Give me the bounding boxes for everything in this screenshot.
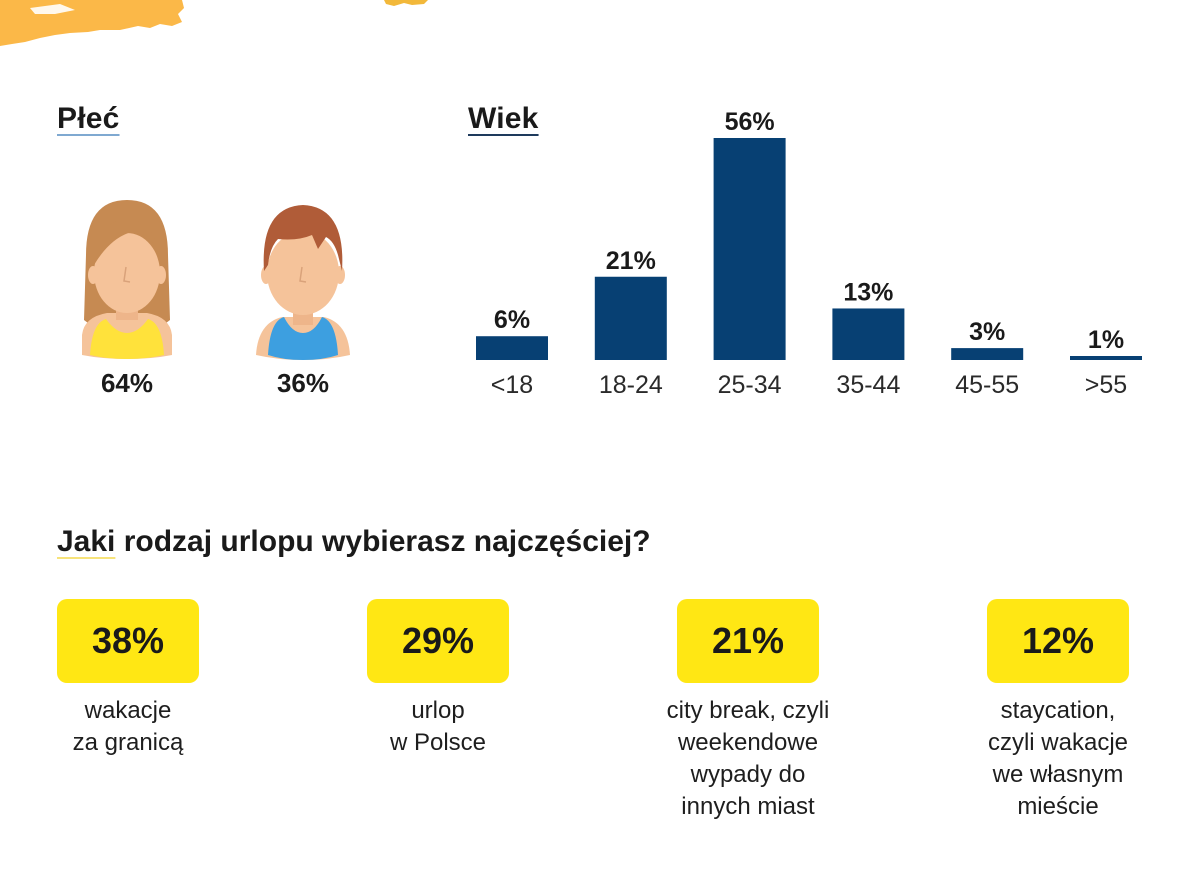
bar-value-label: 3% — [969, 318, 1005, 346]
woman-avatar-icon — [82, 200, 172, 359]
bar-value-label: 1% — [1088, 326, 1124, 354]
description-line: city break, czyli — [666, 697, 830, 724]
option-description: staycation, czyli wakacje we własnym mie… — [938, 695, 1178, 823]
x-tick-label: 45-55 — [955, 371, 1019, 399]
percent-badge: 21% — [677, 599, 819, 683]
bar-value-label: 13% — [843, 278, 893, 306]
age-bar — [1070, 356, 1142, 360]
age-title: Wiek — [468, 102, 539, 135]
man-avatar-icon — [256, 205, 350, 360]
age-bar — [594, 276, 667, 360]
vacation-option-card: 12% staycation, czyli wakacje we własnym… — [938, 599, 1178, 823]
description-line: we własnym — [992, 761, 1124, 788]
percent-badge: 12% — [987, 599, 1129, 683]
gender-title: Płeć — [57, 102, 120, 135]
description-line: weekendowe — [677, 729, 819, 756]
bar-value-label: 6% — [494, 306, 530, 334]
description-line: w Polsce — [389, 729, 487, 756]
female-percent: 64% — [100, 368, 154, 398]
option-description: urlop w Polsce — [318, 695, 558, 759]
bar-value-label: 21% — [606, 247, 656, 275]
percent-badge: 38% — [57, 599, 199, 683]
age-bar — [951, 348, 1024, 360]
description-line: urlop — [411, 697, 465, 724]
description-line: staycation, — [1000, 697, 1116, 724]
description-line: wypady do — [690, 761, 806, 788]
age-bar — [832, 308, 905, 360]
question-rest: rodzaj urlopu wybierasz najczęściej? — [115, 525, 651, 558]
vacation-question: Jaki rodzaj urlopu wybierasz najczęściej… — [57, 525, 651, 559]
male-percent: 36% — [276, 368, 330, 398]
brush-decoration-left — [0, 0, 184, 46]
bar-value-label: 56% — [725, 108, 775, 136]
x-tick-label: 35-44 — [836, 371, 900, 399]
age-bar — [713, 138, 786, 360]
option-description: wakacje za granicą — [8, 695, 248, 759]
x-tick-label: <18 — [491, 371, 533, 399]
age-bar-chart: 6% <18 21% 18-24 56% 25-34 13% 35-44 3% 45-55 1% >5… — [476, 108, 1142, 399]
description-line: mieście — [1017, 793, 1099, 820]
gender-female: 64% — [72, 195, 182, 399]
brush-decoration-right — [384, 0, 428, 6]
question-first-word: Jaki — [57, 525, 116, 558]
gender-male: 36% — [248, 195, 358, 399]
x-tick-label: 25-34 — [718, 371, 782, 399]
x-tick-label: 18-24 — [599, 371, 663, 399]
description-line: innych miast — [681, 793, 815, 820]
age-bar — [476, 336, 548, 360]
vacation-option-card: 38% wakacje za granicą — [8, 599, 248, 759]
option-description: city break, czyli weekendowe wypady do i… — [628, 695, 868, 823]
x-tick-label: >55 — [1085, 371, 1127, 399]
description-line: czyli wakacje — [987, 729, 1129, 756]
description-line: za granicą — [72, 729, 184, 756]
vacation-option-card: 29% urlop w Polsce — [318, 599, 558, 759]
percent-badge: 29% — [367, 599, 509, 683]
description-line: wakacje — [84, 697, 172, 724]
vacation-option-card: 21% city break, czyli weekendowe wypady … — [628, 599, 868, 823]
